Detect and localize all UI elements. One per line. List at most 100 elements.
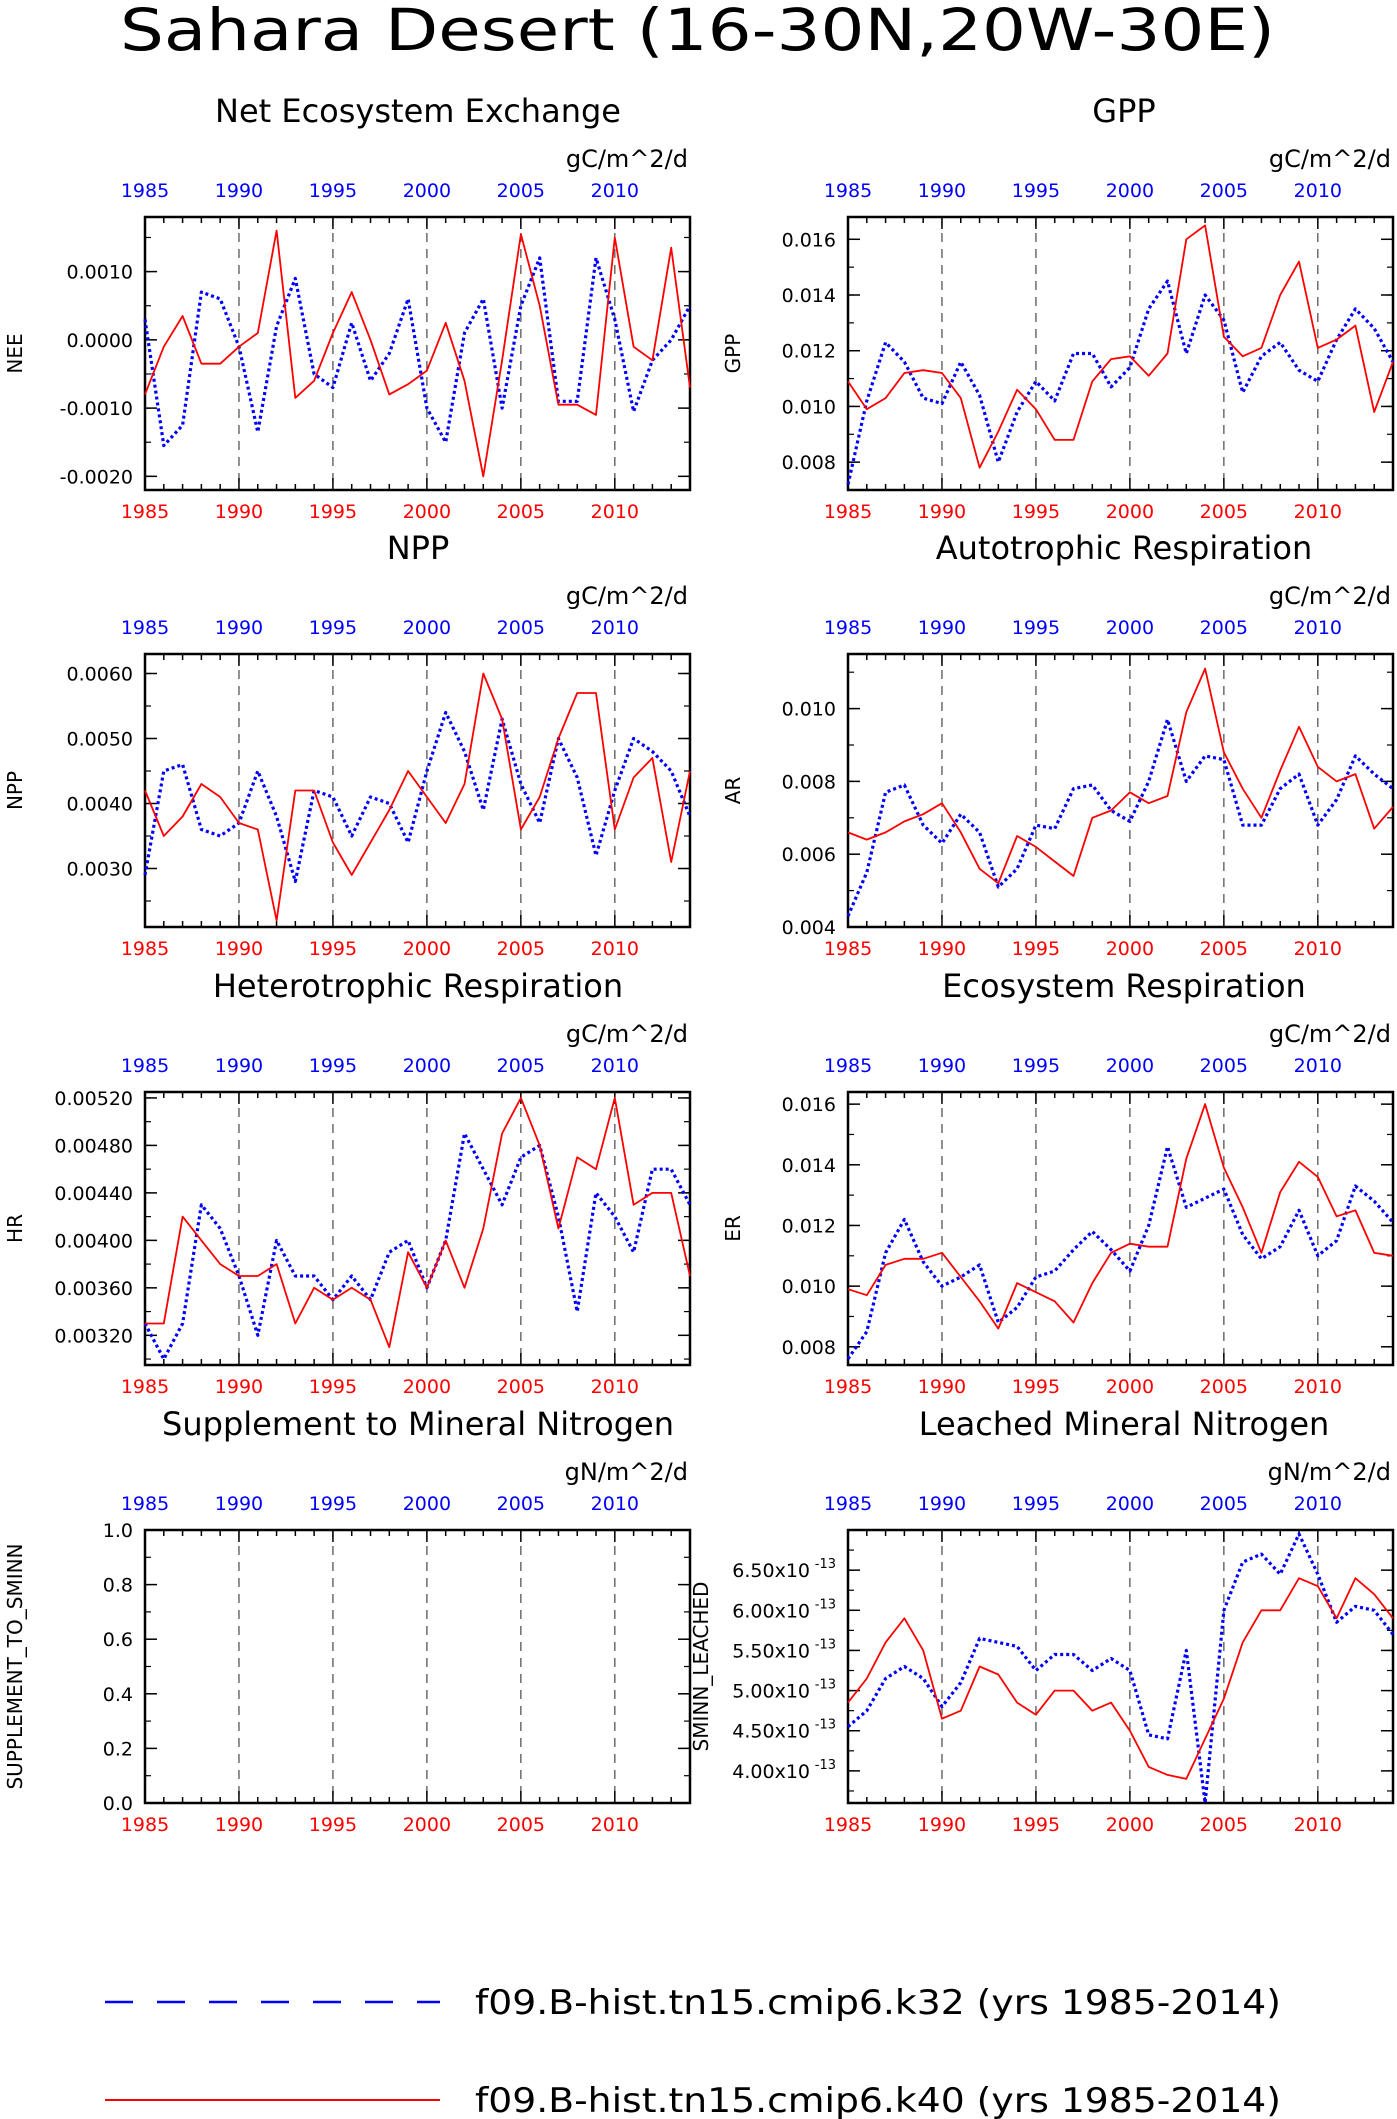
- y-tick-label: 0.0040: [67, 794, 133, 816]
- x-tick-label-bottom: 2010: [591, 1376, 639, 1398]
- x-tick-label-top: 1995: [309, 1055, 357, 1077]
- y-tick-label: 0.012: [782, 341, 836, 363]
- panel-4: Autotrophic Respiration gC/m^2/d 1985 1985 1…: [721, 529, 1395, 960]
- y-tick-label: 0.4: [103, 1684, 133, 1706]
- plot-frame: [143, 1528, 692, 1805]
- y-tick-label: 5.00x10: [732, 1681, 810, 1703]
- y-tick-exponent: -13: [815, 1597, 836, 1612]
- y-tick-exponent: -13: [815, 1678, 836, 1693]
- x-tick-label-top: 2005: [1200, 617, 1248, 639]
- x-tick-label-top: 1985: [121, 1493, 169, 1515]
- x-tick-label-bottom: 2010: [1294, 938, 1342, 960]
- x-tick-label-top: 1995: [1012, 617, 1060, 639]
- panel-title: NPP: [387, 529, 450, 567]
- y-tick-label: 0.014: [782, 1155, 836, 1177]
- plot-frame: [846, 1528, 1395, 1805]
- y-tick-label: 0.010: [782, 396, 836, 418]
- y-tick-label: 0.2: [103, 1738, 133, 1760]
- x-tick-label-top: 1995: [1012, 180, 1060, 202]
- y-tick-exponent: -13: [815, 1758, 836, 1773]
- x-tick-label-top: 2000: [403, 1493, 451, 1515]
- y-tick-label: 4.00x10: [732, 1761, 810, 1783]
- x-tick-label-top: 1995: [309, 180, 357, 202]
- x-tick-label-top: 1995: [309, 617, 357, 639]
- y-tick-label: 0.0000: [67, 330, 133, 352]
- y-tick-label: 0.00400: [54, 1230, 133, 1252]
- y-axis-label: SMINN_LEACHED: [689, 1582, 713, 1752]
- x-tick-label-bottom: 1990: [215, 1376, 263, 1398]
- y-tick-label: 0.004: [782, 917, 836, 939]
- y-axis-label: ER: [721, 1215, 745, 1242]
- panel-2: GPP gC/m^2/d 1985 1985 1990 1990 1995 1995 2000 2…: [721, 92, 1395, 523]
- x-tick-label-bottom: 1985: [121, 501, 169, 523]
- series-line-blue: [846, 717, 1394, 917]
- y-tick-label: 0.0060: [67, 664, 133, 686]
- y-axis-label: NPP: [3, 771, 27, 810]
- x-tick-label-top: 2000: [1106, 1493, 1154, 1515]
- x-tick-label-top: 2000: [403, 1055, 451, 1077]
- series-line-blue: [143, 256, 692, 448]
- y-tick-label: 0.00320: [54, 1325, 133, 1347]
- x-tick-label-top: 2000: [403, 180, 451, 202]
- x-tick-label-bottom: 2005: [497, 501, 545, 523]
- plot-frame: [846, 215, 1395, 492]
- panel-title: Leached Mineral Nitrogen: [919, 1405, 1330, 1443]
- legend: f09.B-hist.tn15.cmip6.k32 (yrs 1985-2014…: [105, 1983, 1281, 2119]
- x-tick-label-bottom: 2005: [497, 1376, 545, 1398]
- series-line-red: [847, 224, 1394, 469]
- panel-1: Net Ecosystem Exchange gC/m^2/d 1985 1985 19…: [3, 92, 692, 523]
- y-tick-exponent: -13: [815, 1637, 836, 1652]
- x-tick-label-top: 1990: [918, 1055, 966, 1077]
- y-tick-label: 0.014: [782, 285, 836, 307]
- x-tick-label-top: 2010: [591, 180, 639, 202]
- series-line-blue: [143, 710, 692, 884]
- y-tick-label: 0.016: [782, 1094, 836, 1116]
- panel-5: Heterotrophic Respiration gC/m^2/d 1985 198…: [3, 967, 692, 1398]
- y-tick-label: 0.0030: [67, 859, 133, 881]
- series-line-red: [847, 1103, 1394, 1330]
- series-line-red: [144, 672, 691, 922]
- y-tick-label: 0.010: [782, 699, 836, 721]
- panel-title: GPP: [1092, 92, 1155, 130]
- y-axis-label: GPP: [721, 334, 745, 374]
- x-tick-label-bottom: 2010: [591, 1814, 639, 1836]
- plot-frame: [143, 652, 692, 929]
- x-tick-label-bottom: 2000: [1106, 1814, 1154, 1836]
- x-tick-label-bottom: 2010: [591, 501, 639, 523]
- x-tick-label-top: 2005: [1200, 1493, 1248, 1515]
- x-tick-label-top: 2010: [1294, 617, 1342, 639]
- panel-title: Autotrophic Respiration: [936, 529, 1313, 567]
- x-tick-label-top: 1985: [121, 1055, 169, 1077]
- x-tick-label-top: 2005: [497, 180, 545, 202]
- x-tick-label-top: 2010: [1294, 1493, 1342, 1515]
- plot-frame: [143, 1090, 692, 1367]
- x-tick-label-bottom: 2000: [403, 938, 451, 960]
- x-tick-label-bottom: 1990: [215, 1814, 263, 1836]
- series-line-blue: [846, 1144, 1395, 1360]
- y-axis-label: NEE: [3, 333, 27, 373]
- units-label: gC/m^2/d: [1269, 582, 1391, 610]
- x-tick-label-bottom: 1985: [824, 1814, 872, 1836]
- series-line-red: [144, 229, 691, 478]
- units-label: gC/m^2/d: [566, 145, 688, 173]
- y-tick-label: 4.50x10: [732, 1721, 810, 1743]
- x-tick-label-bottom: 1985: [824, 938, 872, 960]
- x-tick-label-top: 2005: [497, 617, 545, 639]
- x-tick-label-bottom: 2010: [1294, 1814, 1342, 1836]
- x-tick-label-top: 1995: [309, 1493, 357, 1515]
- units-label: gN/m^2/d: [1268, 1458, 1391, 1486]
- legend-label-blue: f09.B-hist.tn15.cmip6.k32 (yrs 1985-2014…: [475, 1983, 1281, 2023]
- y-tick-label: 0.00480: [54, 1135, 133, 1157]
- y-tick-label: 0.012: [782, 1215, 836, 1237]
- x-tick-label-top: 1990: [215, 180, 263, 202]
- x-tick-label-top: 2010: [591, 1055, 639, 1077]
- x-tick-label-bottom: 2005: [497, 1814, 545, 1836]
- x-tick-label-bottom: 1985: [121, 1376, 169, 1398]
- y-tick-label: 6.50x10: [732, 1560, 810, 1582]
- x-tick-label-bottom: 1990: [918, 1814, 966, 1836]
- x-tick-label-bottom: 1985: [824, 501, 872, 523]
- y-tick-label: 0.0050: [67, 729, 133, 751]
- x-tick-label-bottom: 2000: [403, 1376, 451, 1398]
- y-tick-label: 6.00x10: [732, 1600, 810, 1622]
